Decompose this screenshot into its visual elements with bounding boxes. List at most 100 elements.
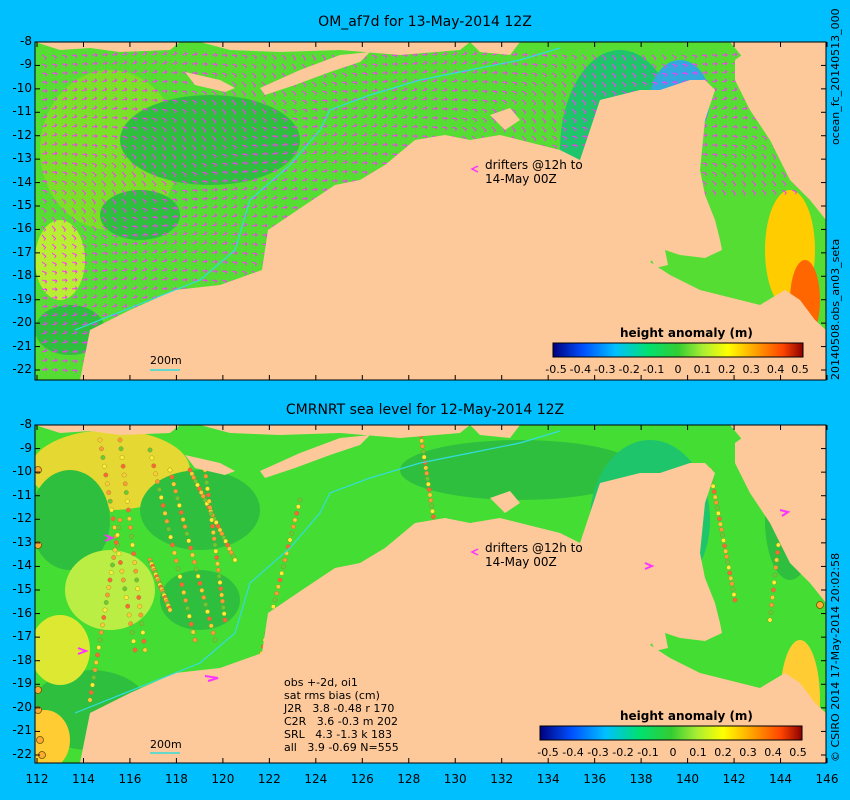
drifter-arrow <box>181 240 188 245</box>
drifter-arrow <box>301 196 308 201</box>
altimeter-obs-dot <box>711 489 717 495</box>
drifter-arrow <box>421 96 428 101</box>
drifter-arrow <box>721 87 728 92</box>
drifter-arrow <box>141 258 148 263</box>
drifter-arrow <box>41 198 48 204</box>
altimeter-obs-dot <box>772 572 778 578</box>
drifter-arrow <box>341 81 348 86</box>
drifter-arrow <box>171 108 178 114</box>
drifter-arrow <box>491 126 497 133</box>
drifter-arrow <box>41 80 48 85</box>
panel2-land <box>470 425 520 438</box>
drifter-arrow <box>111 294 118 299</box>
drifter-arrow <box>161 99 168 104</box>
drifter-arrow <box>531 72 538 78</box>
drifter-arrow <box>311 187 318 192</box>
drifter-arrow <box>281 150 288 156</box>
drifter-arrow <box>191 249 198 254</box>
drifter-arrow <box>51 358 58 363</box>
drifter-arrow <box>301 108 308 113</box>
drifter-arrow <box>291 142 298 147</box>
drifter-arrow <box>471 108 478 113</box>
drifter-arrow <box>571 117 577 124</box>
drifter-arrow <box>761 180 767 187</box>
drifter-arrow <box>281 108 288 114</box>
drifter-arrow <box>241 54 248 59</box>
drifter-arrow <box>161 162 167 169</box>
drifter-arrow <box>141 171 147 178</box>
drifter-arrow <box>121 294 128 299</box>
drifter-arrow <box>61 303 68 308</box>
altimeter-obs-dot <box>217 527 223 533</box>
drifter-arrow <box>151 180 157 187</box>
altimeter-obs-dot <box>132 560 137 565</box>
drifter-arrow <box>191 258 198 263</box>
drifter-arrow <box>211 231 218 236</box>
drifter-arrow <box>301 90 307 96</box>
drifter-arrow <box>111 52 118 57</box>
altimeter-obs-dot <box>429 503 435 509</box>
drifter-arrow <box>131 180 137 187</box>
drifter-arrow <box>131 207 137 213</box>
drifter-arrow <box>611 72 617 79</box>
drifter-arrow <box>451 78 458 83</box>
altimeter-obs-dot <box>119 455 125 460</box>
drifter-arrow <box>261 213 268 219</box>
drifter-arrow <box>321 123 328 129</box>
panel1-isobath-200m <box>74 47 561 331</box>
drifter-arrow <box>161 240 168 245</box>
drifter-arrow <box>81 123 88 129</box>
drifter-arrow <box>331 81 338 87</box>
altimeter-obs-dot <box>107 577 113 583</box>
drifter-arrow <box>441 97 448 102</box>
drifter-arrow <box>101 285 108 290</box>
drifter-arrow <box>331 115 338 120</box>
drifter-arrow <box>151 162 157 169</box>
altimeter-obs-dot <box>221 535 227 540</box>
drifter-arrow <box>71 114 78 119</box>
panel2-lat-label: -13 <box>12 534 32 549</box>
drifter-arrow <box>231 90 237 97</box>
drifter-arrow <box>131 116 138 121</box>
drifter-arrow <box>191 99 197 105</box>
drifter-arrow <box>271 54 277 61</box>
drifter-arrow <box>251 144 258 149</box>
drifter-arrow <box>531 108 537 115</box>
drifter-arrow <box>511 126 517 133</box>
drifter-arrow <box>531 135 537 142</box>
drifter-arrow <box>761 144 767 151</box>
drifter-arrow <box>51 234 57 241</box>
drifter-arrow <box>71 286 78 291</box>
drifter-arrow <box>151 108 158 113</box>
drifter-arrow <box>141 60 148 65</box>
panel2-lat-label: -12 <box>12 511 32 526</box>
drifter-arrow <box>71 303 78 308</box>
drifter-arrow <box>221 195 228 200</box>
drifter-arrow <box>341 123 348 128</box>
stats-line: all 3.9 -0.69 N=555 <box>284 741 399 754</box>
drifter-arrow <box>671 80 678 85</box>
drifter-arrow <box>251 126 257 132</box>
drifter-arrow <box>351 89 358 94</box>
drifter-arrow <box>201 162 208 168</box>
drifter-arrow <box>181 144 187 151</box>
drifter-arrow <box>661 54 667 61</box>
drifter-arrow <box>61 198 67 205</box>
altimeter-obs-dot <box>280 564 286 570</box>
altimeter-obs-dot <box>126 612 132 618</box>
drifter-arrow <box>201 196 208 201</box>
drifter-arrow <box>211 259 218 264</box>
drifter-arrow <box>431 60 438 65</box>
colorbar-tick-label: 0.4 <box>764 746 782 759</box>
drifter-arrow <box>521 99 527 106</box>
colorbar-tick-label: 0.5 <box>791 363 809 376</box>
drifter-arrow <box>91 105 98 110</box>
drifter-arrow <box>461 98 468 103</box>
drifter-arrow <box>91 198 97 205</box>
drifter-arrow <box>91 243 98 249</box>
drifter-arrow <box>211 90 217 97</box>
drifter-arrow <box>141 117 148 122</box>
drifter-arrow <box>101 251 108 256</box>
drifter-arrow <box>731 171 737 178</box>
drifter-arrow <box>131 60 138 65</box>
